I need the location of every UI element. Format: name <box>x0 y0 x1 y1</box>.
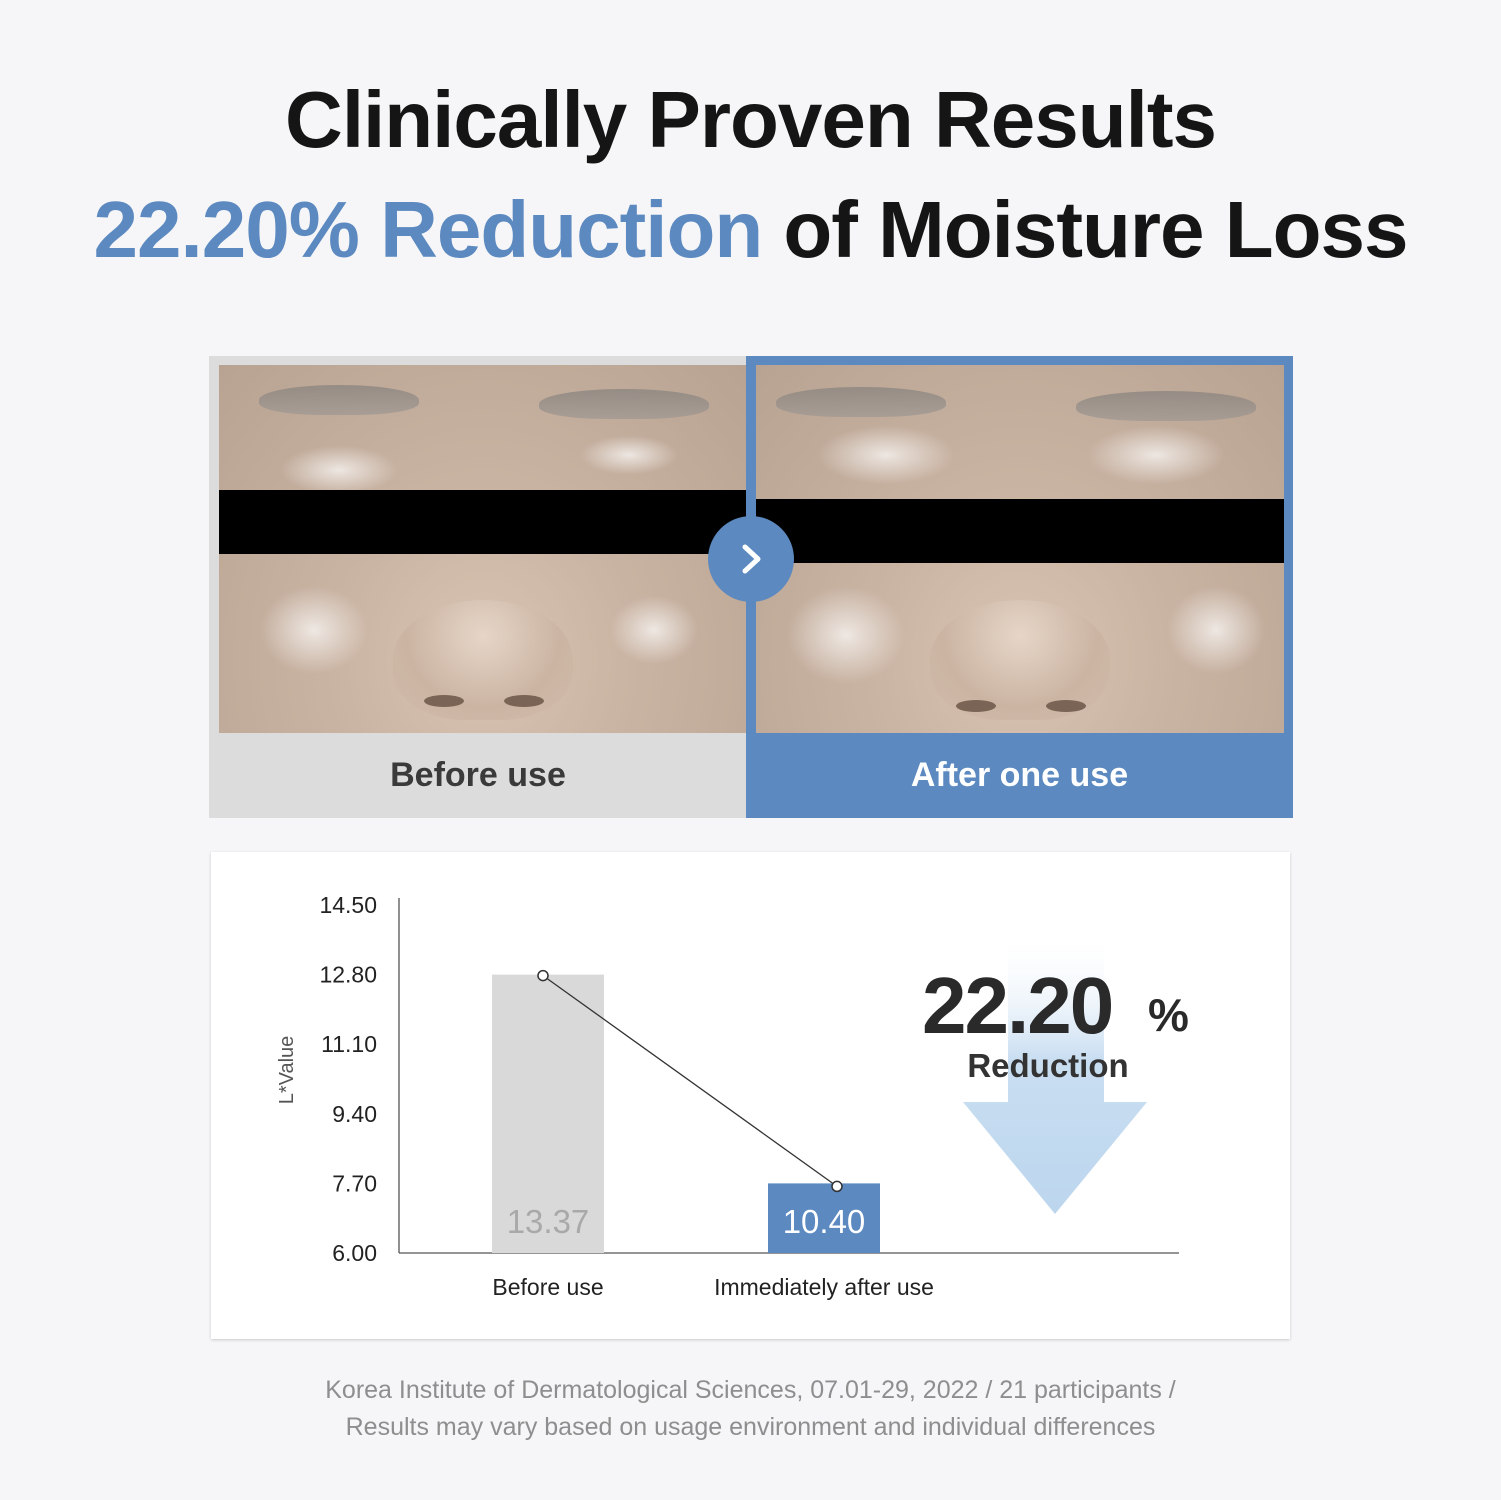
y-tick-label: 11.10 <box>321 1031 377 1057</box>
trend-line <box>542 975 838 1187</box>
bar <box>768 1183 880 1253</box>
data-point <box>831 1180 843 1193</box>
y-tick-label: 14.50 <box>319 892 377 918</box>
callout-unit: % <box>1148 989 1189 1041</box>
bar-chart: 14.50 12.80 11.10 9.40 7.70 6.00 L*Value 13.37 B… <box>276 892 1189 1300</box>
bar-value-label: 13.37 <box>507 1203 590 1240</box>
callout-label: Reduction <box>967 1047 1128 1084</box>
y-tick-label: 9.40 <box>332 1101 377 1127</box>
y-tick-label: 7.70 <box>332 1170 377 1196</box>
after-label: After one use <box>910 756 1129 794</box>
headline-accent: 22.20% Reduction <box>93 185 764 274</box>
down-arrow-icon <box>963 932 1147 1214</box>
callout-value: 22.20 <box>922 961 1112 1050</box>
data-point <box>537 969 549 982</box>
y-tick-label: 6.00 <box>332 1240 377 1266</box>
x-tick-label: Before use <box>492 1274 603 1300</box>
footnote-source: Korea Institute of Dermatological Scienc… <box>325 1376 1176 1404</box>
bar-value-label: 10.40 <box>783 1203 866 1240</box>
headline-title: Clinically Proven Results <box>285 75 1217 164</box>
chevron-right-icon <box>708 516 794 602</box>
before-photo <box>219 365 747 733</box>
before-label: Before use <box>390 756 566 794</box>
y-tick-label: 12.80 <box>319 962 377 988</box>
after-photo <box>756 365 1284 733</box>
headline-rest: of Moisture Loss <box>762 185 1408 274</box>
before-panel: Before use <box>209 356 747 818</box>
chart-card: 14.50 12.80 11.10 9.40 7.70 6.00 L*Value 13.37 B… <box>211 852 1290 1339</box>
y-axis-label: L*Value <box>276 1036 298 1105</box>
after-panel: After one use <box>746 356 1293 818</box>
x-tick-label: Immediately after use <box>714 1274 934 1300</box>
before-after-comparison: Before use After one use <box>209 356 1293 818</box>
bar <box>492 974 604 1253</box>
headline-subtitle: 22.20% Reduction of Moisture Loss <box>0 184 1501 276</box>
footnote-disclaimer: Results may vary based on usage environm… <box>345 1413 1156 1441</box>
